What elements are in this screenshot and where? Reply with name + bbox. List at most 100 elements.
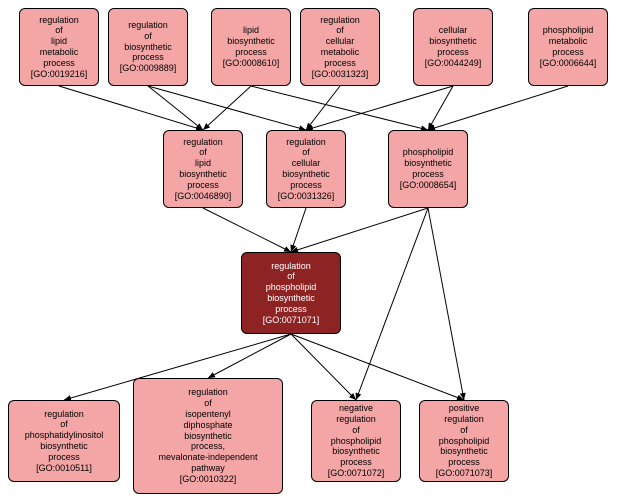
edge bbox=[291, 208, 306, 252]
node-label-line: [GO:0071071] bbox=[263, 315, 320, 326]
go-term-node[interactable]: regulationofisopentenyldiphosphatebiosyn… bbox=[133, 378, 283, 494]
node-label-line: of bbox=[204, 398, 212, 409]
node-label-line: [GO:0006644] bbox=[540, 58, 597, 69]
node-label-line: biosynthetic bbox=[440, 446, 488, 457]
node-label-line: of bbox=[287, 271, 295, 282]
node-label-line: negative bbox=[339, 403, 373, 414]
node-label-line: metabolic bbox=[40, 47, 79, 58]
node-label-line: of bbox=[460, 425, 468, 436]
node-label-line: [GO:0071072] bbox=[328, 468, 385, 479]
go-term-node[interactable]: positiveregulationofphospholipidbiosynth… bbox=[419, 400, 509, 482]
node-label-line: regulation bbox=[39, 15, 79, 26]
go-term-node[interactable]: regulationoflipidmetabolicprocess[GO:001… bbox=[19, 8, 99, 86]
go-term-node[interactable]: regulationofcellularbiosyntheticprocess[… bbox=[266, 130, 346, 208]
node-label-line: process bbox=[324, 58, 356, 69]
edge bbox=[59, 86, 203, 130]
edge bbox=[291, 208, 428, 252]
node-label-line: regulation bbox=[336, 414, 376, 425]
edge bbox=[428, 208, 464, 400]
edge bbox=[306, 86, 340, 130]
node-label-line: biosynthetic bbox=[404, 158, 452, 169]
node-label-line: [GO:0031326] bbox=[278, 191, 335, 202]
node-label-line: regulation bbox=[183, 137, 223, 148]
node-label-line: process bbox=[43, 58, 75, 69]
node-label-line: regulation bbox=[320, 15, 360, 26]
node-label-line: phospholipid bbox=[331, 436, 382, 447]
node-label-line: process bbox=[275, 304, 307, 315]
node-label-line: process bbox=[290, 180, 322, 191]
node-label-line: of bbox=[199, 147, 207, 158]
go-term-node[interactable]: lipidbiosyntheticprocess[GO:0008610] bbox=[211, 8, 291, 86]
node-label-line: [GO:0071073] bbox=[436, 468, 493, 479]
node-label-line: phospholipid bbox=[266, 282, 317, 293]
node-label-line: [GO:0008610] bbox=[223, 58, 280, 69]
node-label-line: process bbox=[340, 457, 372, 468]
go-term-node[interactable]: regulationoflipidbiosyntheticprocess[GO:… bbox=[163, 130, 243, 208]
node-label-line: biosynthetic bbox=[184, 431, 232, 442]
go-term-node[interactable]: regulationofbiosyntheticprocess[GO:00098… bbox=[108, 8, 188, 86]
node-label-line: biosynthetic bbox=[124, 42, 172, 53]
node-label-line: phosphatidylinositol bbox=[25, 430, 104, 441]
go-term-node[interactable]: cellularbiosyntheticprocess[GO:0044249] bbox=[413, 8, 493, 86]
edge bbox=[251, 86, 428, 130]
node-label-line: regulation bbox=[286, 137, 326, 148]
node-label-line: metabolic bbox=[321, 47, 360, 58]
node-label-line: cellular bbox=[326, 36, 355, 47]
node-label-line: regulation bbox=[44, 409, 84, 420]
go-term-node[interactable]: regulationofphospholipidbiosyntheticproc… bbox=[241, 252, 341, 334]
node-label-line: of bbox=[55, 25, 63, 36]
node-label-line: biosynthetic bbox=[179, 169, 227, 180]
node-label-line: [GO:0031323] bbox=[312, 69, 369, 80]
node-label-line: [GO:0019216] bbox=[31, 69, 88, 80]
node-label-line: [GO:0046890] bbox=[175, 191, 232, 202]
node-label-line: biosynthetic bbox=[282, 169, 330, 180]
node-label-line: of bbox=[336, 25, 344, 36]
node-label-line: mevalonate-independent bbox=[158, 452, 257, 463]
go-term-node[interactable]: negativeregulationofphospholipidbiosynth… bbox=[311, 400, 401, 482]
node-label-line: [GO:0010322] bbox=[180, 474, 237, 485]
node-label-line: cellular bbox=[292, 158, 321, 169]
node-label-line: [GO:0009889] bbox=[120, 63, 177, 74]
node-label-line: process bbox=[48, 452, 80, 463]
node-label-line: process bbox=[448, 457, 480, 468]
edge bbox=[148, 86, 203, 130]
node-label-line: lipid bbox=[243, 25, 259, 36]
edge bbox=[203, 208, 291, 252]
edge bbox=[306, 86, 453, 130]
edge bbox=[291, 334, 464, 400]
node-label-line: biosynthetic bbox=[429, 36, 477, 47]
go-term-node[interactable]: phospholipidmetabolicprocess[GO:0006644] bbox=[528, 8, 608, 86]
node-label-line: process bbox=[412, 169, 444, 180]
node-label-line: [GO:0010511] bbox=[36, 463, 92, 474]
node-label-line: regulation bbox=[444, 414, 484, 425]
go-term-node[interactable]: regulationofcellularmetabolicprocess[GO:… bbox=[300, 8, 380, 86]
node-label-line: process bbox=[235, 47, 267, 58]
node-label-line: biosynthetic bbox=[227, 36, 275, 47]
node-label-line: biosynthetic bbox=[332, 446, 380, 457]
edge bbox=[428, 86, 453, 130]
edge bbox=[203, 86, 251, 130]
go-term-node[interactable]: regulationofphosphatidylinositolbiosynth… bbox=[8, 400, 120, 482]
node-label-line: process bbox=[437, 47, 469, 58]
node-label-line: process bbox=[187, 180, 219, 191]
node-label-line: process bbox=[132, 52, 164, 63]
node-label-line: phospholipid bbox=[543, 25, 594, 36]
node-label-line: biosynthetic bbox=[40, 441, 88, 452]
node-label-line: phospholipid bbox=[439, 436, 490, 447]
node-label-line: biosynthetic bbox=[267, 293, 315, 304]
edge bbox=[208, 334, 291, 378]
edge bbox=[291, 334, 356, 400]
node-label-line: cellular bbox=[439, 25, 468, 36]
node-label-line: of bbox=[302, 147, 310, 158]
node-label-line: pathway bbox=[191, 463, 225, 474]
node-label-line: of bbox=[60, 419, 68, 430]
node-label-line: phospholipid bbox=[403, 147, 454, 158]
node-label-line: regulation bbox=[188, 387, 228, 398]
node-label-line: positive bbox=[449, 403, 480, 414]
edge bbox=[428, 86, 568, 130]
edge bbox=[356, 208, 428, 400]
node-label-line: of bbox=[144, 31, 152, 42]
node-label-line: metabolic bbox=[549, 36, 588, 47]
go-term-node[interactable]: phospholipidbiosyntheticprocess[GO:00086… bbox=[388, 130, 468, 208]
node-label-line: diphosphate bbox=[183, 420, 232, 431]
